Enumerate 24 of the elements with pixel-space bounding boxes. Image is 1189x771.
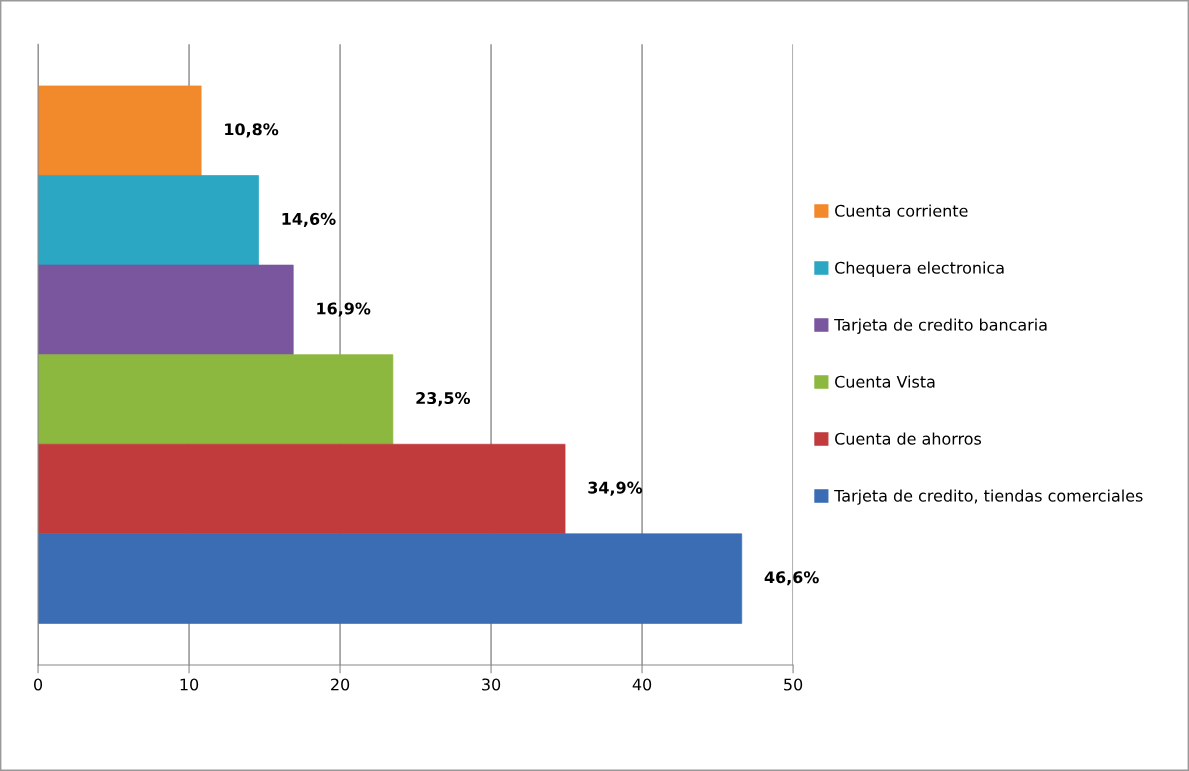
data-label: 10,8% (225, 123, 279, 138)
bar (38, 354, 394, 445)
x-tick-label: 20 (331, 678, 350, 691)
legend-label: Cuenta corriente (835, 204, 968, 217)
data-label: 23,5% (416, 392, 471, 407)
x-tick-label: 30 (482, 678, 501, 691)
bar (38, 85, 202, 176)
data-label: 34,9% (588, 481, 643, 496)
legend-label: Tarjeta de credito bancaria (834, 318, 1047, 334)
x-tick-label: 40 (632, 678, 652, 691)
data-label: 14,6% (282, 212, 336, 227)
bar (38, 533, 743, 624)
data-label: 46,6% (764, 571, 819, 586)
bar (38, 175, 259, 266)
legend-label: Chequera electronica (835, 261, 1004, 277)
legend-label: Cuenta de ahorros (835, 432, 982, 445)
x-tick-label: 10 (180, 678, 199, 691)
bar (38, 264, 294, 356)
bar (38, 443, 566, 535)
x-tick-label: 50 (784, 678, 803, 691)
legend-label: Tarjeta de credito, tiendas comerciales (834, 489, 1143, 505)
x-tick-label: 0 (34, 678, 43, 691)
legend-label: Cuenta Vista (835, 375, 935, 388)
data-label: 16,9% (317, 302, 371, 317)
